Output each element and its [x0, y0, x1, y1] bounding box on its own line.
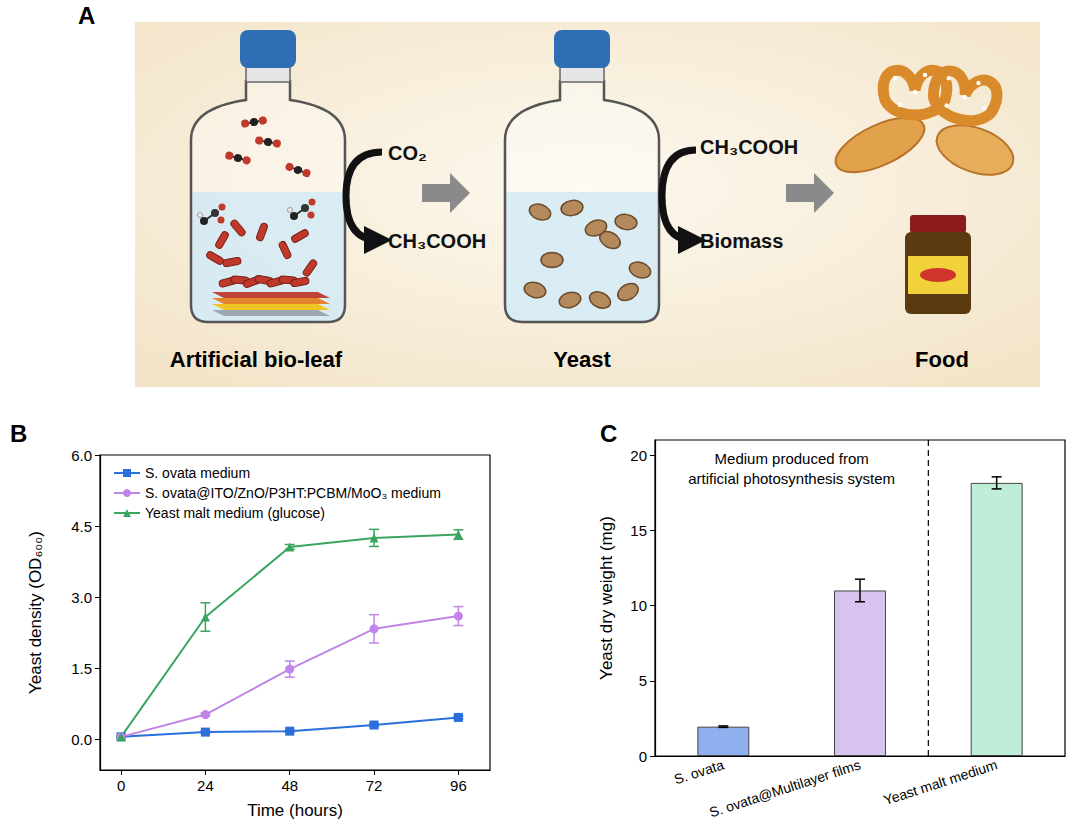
svg-text:Artificial bio-leaf: Artificial bio-leaf	[170, 347, 343, 372]
svg-text:Time (hours): Time (hours)	[247, 801, 343, 820]
svg-text:Yeast malt medium (glucose): Yeast malt medium (glucose)	[145, 505, 325, 521]
svg-text:20: 20	[630, 447, 647, 464]
svg-text:CO₂: CO₂	[388, 142, 427, 164]
svg-text:Yeast malt medium: Yeast malt medium	[882, 756, 1000, 808]
svg-text:3.0: 3.0	[71, 589, 92, 606]
svg-text:S. ovata: S. ovata	[672, 756, 726, 787]
svg-text:10: 10	[630, 597, 647, 614]
svg-text:0: 0	[639, 748, 647, 765]
svg-text:Yeast: Yeast	[553, 347, 611, 372]
svg-text:4.5: 4.5	[71, 518, 92, 535]
svg-text:CH₃COOH: CH₃COOH	[388, 230, 486, 252]
svg-text:S. ovata@Multilayer films: S. ovata@Multilayer films	[707, 756, 862, 820]
svg-text:Food: Food	[915, 347, 969, 372]
html-text:C: C	[600, 420, 618, 447]
html-text:B: B	[10, 420, 28, 447]
svg-text:CH₃COOH: CH₃COOH	[700, 136, 798, 158]
svg-text:Medium produced from: Medium produced from	[715, 450, 869, 467]
svg-text:96: 96	[450, 777, 467, 794]
html-text:A: A	[78, 2, 96, 29]
svg-text:24: 24	[197, 777, 214, 794]
svg-text:S. ovata@ITO/ZnO/P3HT:PCBM/MoO: S. ovata@ITO/ZnO/P3HT:PCBM/MoO₃ medium	[145, 485, 441, 501]
svg-text:15: 15	[630, 522, 647, 539]
svg-text:artificial photosynthesis syst: artificial photosynthesis system	[688, 470, 895, 487]
svg-text:6.0: 6.0	[71, 447, 92, 464]
svg-text:5: 5	[639, 672, 647, 689]
svg-text:1.5: 1.5	[71, 660, 92, 677]
svg-text:0.0: 0.0	[71, 731, 92, 748]
svg-text:S. ovata medium: S. ovata medium	[145, 465, 250, 481]
svg-text:48: 48	[281, 777, 298, 794]
svg-text:Yeast density (OD₆₀₀): Yeast density (OD₆₀₀)	[26, 531, 45, 694]
svg-text:Biomass: Biomass	[700, 230, 783, 252]
svg-text:72: 72	[366, 777, 383, 794]
svg-text:0: 0	[117, 777, 125, 794]
svg-text:Yeast dry weight (mg): Yeast dry weight (mg)	[597, 516, 616, 680]
